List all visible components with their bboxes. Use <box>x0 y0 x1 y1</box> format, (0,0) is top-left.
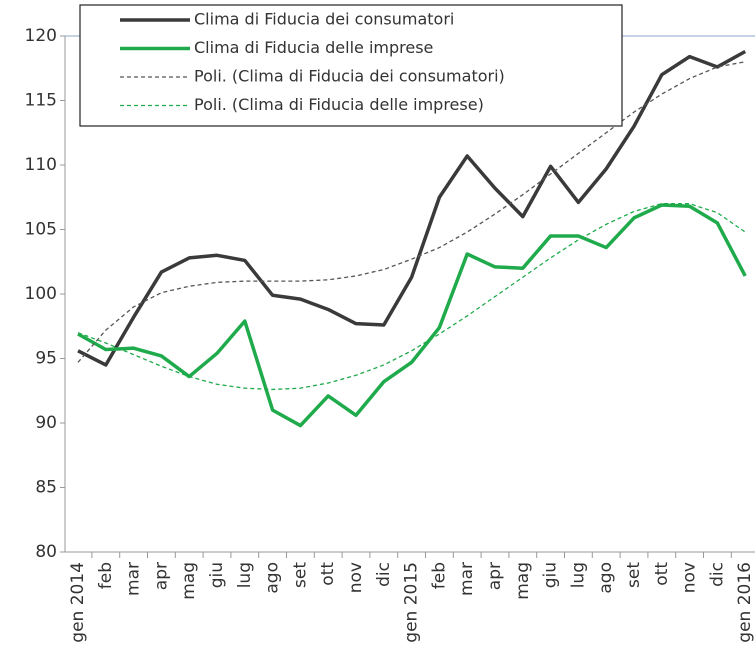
x-tick-label: lug <box>568 562 588 588</box>
trend-line <box>77 203 746 391</box>
x-tick-label: dic <box>707 562 727 587</box>
y-tick-label: 85 <box>35 478 57 498</box>
x-tick-label: giu <box>207 562 227 588</box>
y-tick-label: 120 <box>25 26 57 46</box>
x-tick-label: apr <box>485 562 505 590</box>
x-tick-label: mar <box>457 562 477 596</box>
x-tick-label: gen 2016 <box>735 562 755 643</box>
y-tick-label: 100 <box>25 284 57 304</box>
x-tick-label: ago <box>263 562 283 594</box>
legend: Clima di Fiducia dei consumatori Clima di… <box>79 4 623 127</box>
legend-label: Poli. (Clima di Fiducia delle imprese) <box>194 95 484 114</box>
x-tick-label: feb <box>96 562 116 589</box>
series-line <box>77 203 747 428</box>
x-tick-label: set <box>624 562 644 588</box>
legend-label: Poli. (Clima di Fiducia dei consumatori) <box>194 67 505 86</box>
x-tick-label: ago <box>596 562 616 594</box>
x-tick-label: mar <box>124 562 144 596</box>
x-tick-label: apr <box>151 562 171 590</box>
legend-label: Clima di Fiducia delle imprese <box>194 38 433 57</box>
x-tick-label: gen 2014 <box>68 562 88 643</box>
x-tick-label: mag <box>179 562 199 600</box>
x-tick-label: ott <box>652 562 672 586</box>
legend-label: Clima di Fiducia dei consumatori <box>194 10 454 29</box>
x-tick-label: feb <box>429 562 449 589</box>
x-tick-label: nov <box>680 562 700 593</box>
y-tick-label: 90 <box>35 413 57 433</box>
y-tick-label: 80 <box>35 542 57 562</box>
y-tick-label: 105 <box>25 220 57 240</box>
x-tick-label: ott <box>318 562 338 586</box>
trend-line <box>77 61 746 363</box>
x-tick-label: lug <box>235 562 255 588</box>
x-tick-label: nov <box>346 562 366 593</box>
x-tick-label: giu <box>541 562 561 588</box>
y-tick-label: 115 <box>25 91 57 111</box>
x-tick-label: gen 2015 <box>402 562 422 643</box>
x-tick-label: dic <box>374 562 394 587</box>
y-tick-label: 110 <box>25 155 57 175</box>
series-line <box>77 49 747 367</box>
x-tick-label: mag <box>513 562 533 600</box>
y-tick-label: 95 <box>35 349 57 369</box>
x-tick-label: set <box>290 562 310 588</box>
